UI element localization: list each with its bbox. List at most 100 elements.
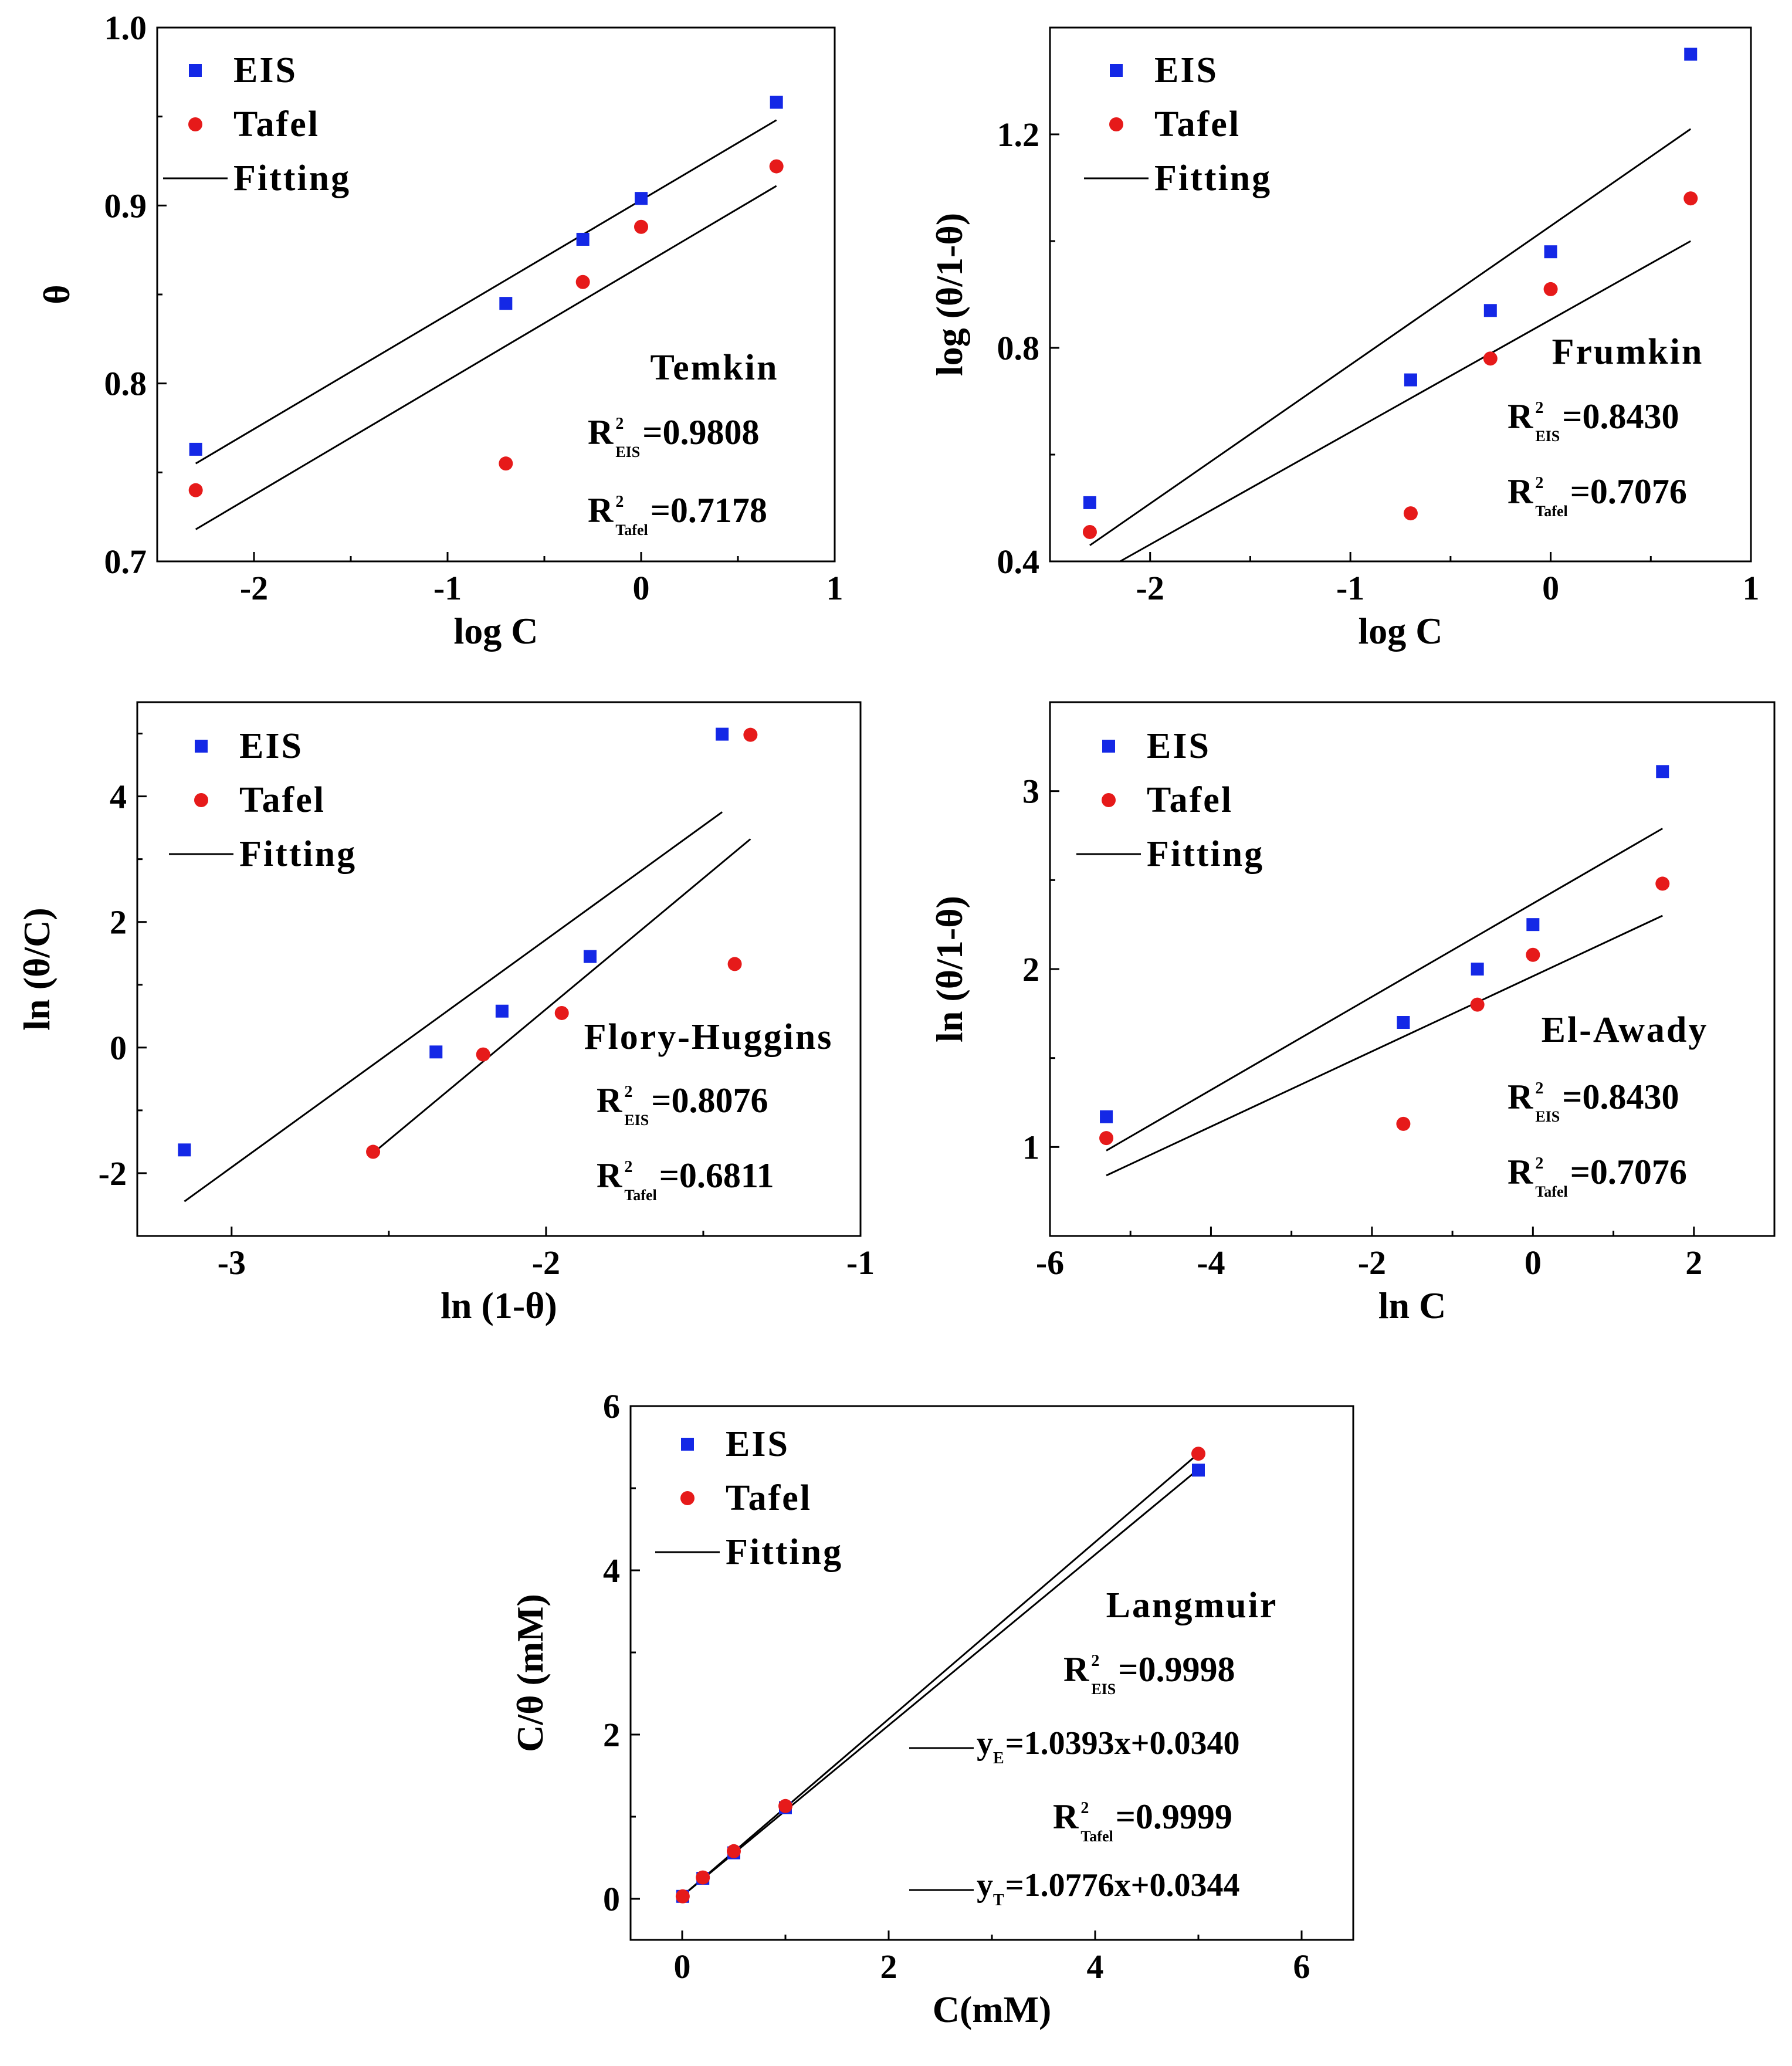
r-squared-eis: R 2 EIS=0.9998 xyxy=(1063,1650,1235,1698)
tafel-point xyxy=(1191,1447,1205,1461)
eis-point xyxy=(1397,1016,1410,1029)
x-tick-label: 0 xyxy=(674,1948,691,1986)
model-name: Temkin xyxy=(650,348,778,388)
eis-point xyxy=(1192,1464,1205,1477)
eis-point xyxy=(583,950,597,963)
tafel-point xyxy=(366,1144,381,1159)
r-squared-tafel: R 2 Tafel=0.7076 xyxy=(1508,1153,1687,1200)
legend-tafel-label: Tafel xyxy=(239,780,326,820)
tafel-point xyxy=(769,159,784,174)
y-tick-label: 4 xyxy=(603,1552,620,1590)
legend-eis-marker xyxy=(1110,64,1123,77)
legend-tafel-label: Tafel xyxy=(1147,780,1233,820)
x-tick-label: 1 xyxy=(1743,569,1760,607)
y-tick-label: 0.9 xyxy=(104,187,147,225)
eis-fit-line xyxy=(195,119,777,465)
eis-point xyxy=(1544,245,1557,259)
legend-fit-label: Fitting xyxy=(726,1532,843,1572)
y-axis-label: ln (θ/C) xyxy=(16,907,57,1030)
eis-point xyxy=(178,1143,191,1157)
r-squared-tafel: R 2 Tafel=0.6811 xyxy=(597,1156,774,1204)
x-tick-label: -2 xyxy=(532,1244,560,1282)
legend-eis-marker xyxy=(189,64,202,77)
y-tick-label: 1.2 xyxy=(997,116,1040,154)
x-tick-label: -3 xyxy=(218,1244,246,1282)
legend-eis-marker xyxy=(195,740,208,753)
tafel-fit-line xyxy=(195,185,777,530)
legend-tafel-marker xyxy=(680,1491,695,1505)
legend-eis-marker xyxy=(1102,740,1115,753)
legend-eis-label: EIS xyxy=(1147,726,1211,766)
legend: EIS Tafel Fitting xyxy=(1076,726,1262,874)
x-tick-label: -4 xyxy=(1197,1244,1225,1282)
x-axis-label: log C xyxy=(1359,610,1443,652)
eis-fit-line xyxy=(1106,828,1664,1151)
tafel-point xyxy=(575,275,590,289)
eis-point xyxy=(1404,373,1417,387)
eis-fit-line xyxy=(682,1468,1199,1897)
tafel-point xyxy=(554,1005,569,1020)
legend-fit-label: Fitting xyxy=(239,834,357,874)
eis-point xyxy=(716,727,729,741)
tafel-point xyxy=(778,1799,792,1813)
tafel-point xyxy=(743,727,758,742)
x-tick-label: 6 xyxy=(1293,1948,1310,1986)
plot-frame xyxy=(1049,26,1752,563)
y-tick-label: 2 xyxy=(110,903,127,941)
tafel-point xyxy=(727,957,742,971)
tafel-point xyxy=(188,483,203,497)
y-axis-label: log (θ/1-θ) xyxy=(929,213,970,376)
y-tick-label: 0.7 xyxy=(104,543,147,581)
legend-tafel-label: Tafel xyxy=(233,104,320,144)
model-name: Langmuir xyxy=(1106,1586,1278,1625)
x-tick-label: 2 xyxy=(880,1948,897,1986)
x-axis-label: C(mM) xyxy=(933,1989,1052,2030)
x-tick-label: -1 xyxy=(1336,569,1364,607)
tafel-point xyxy=(1099,1131,1114,1146)
y-tick-label: 0 xyxy=(603,1880,620,1918)
x-tick-label: 2 xyxy=(1685,1244,1702,1282)
y-tick-label: 0.4 xyxy=(997,543,1040,581)
y-axis-label: C/θ (mM) xyxy=(509,1594,551,1752)
legend-tafel-marker xyxy=(194,793,208,807)
eis-point xyxy=(1471,963,1484,976)
tafel-point xyxy=(1543,282,1558,296)
eis-point xyxy=(1083,496,1096,509)
legend: EIS Tafel Fitting xyxy=(1084,50,1272,198)
r-squared-eis: R 2 EIS=0.9808 xyxy=(588,413,759,460)
y-axis-label: ln (θ/1-θ) xyxy=(929,896,970,1042)
model-name: Flory-Huggins xyxy=(584,1017,834,1057)
legend-eis-label: EIS xyxy=(239,726,303,766)
tafel-point xyxy=(1396,1116,1411,1131)
tafel-point xyxy=(727,1844,741,1858)
tafel-fit-line xyxy=(1106,915,1663,1177)
y-tick-label: 1 xyxy=(1022,1128,1039,1166)
legend-tafel-label: Tafel xyxy=(1154,104,1241,144)
r-squared-tafel: R 2 Tafel=0.7178 xyxy=(588,491,767,538)
frumkin-chart: -2 -1 0 1 0.4 0.8 1.2 log C log (θ/1-θ) EIS Tafel F… xyxy=(929,26,1760,652)
tafel-point xyxy=(634,219,648,234)
equation-eis: yE=1.0393x+0.0340 xyxy=(977,1725,1240,1767)
y-tick-label: 2 xyxy=(603,1716,620,1754)
legend-fit-label: Fitting xyxy=(1154,158,1272,198)
x-tick-label: -2 xyxy=(240,569,268,607)
x-tick-label: -2 xyxy=(1358,1244,1386,1282)
eis-point xyxy=(429,1045,443,1059)
legend: EIS Tafel Fitting xyxy=(655,1424,843,1572)
eis-point xyxy=(1684,48,1698,61)
y-tick-label: 6 xyxy=(603,1387,620,1425)
x-axis-label: ln (1-θ) xyxy=(441,1285,557,1326)
y-tick-label: 0.8 xyxy=(104,365,147,403)
x-tick-label: -2 xyxy=(1136,569,1164,607)
eis-point xyxy=(495,1004,509,1018)
tafel-point xyxy=(1470,997,1485,1012)
legend-eis-label: EIS xyxy=(1154,50,1218,90)
y-tick-label: 3 xyxy=(1022,773,1039,811)
x-axis-label: log C xyxy=(454,610,538,652)
eis-fit-line xyxy=(184,811,723,1203)
y-tick-label: -2 xyxy=(99,1154,127,1193)
tafel-point xyxy=(1526,947,1540,962)
legend-eis-marker xyxy=(681,1438,694,1451)
eis-point xyxy=(576,232,590,246)
